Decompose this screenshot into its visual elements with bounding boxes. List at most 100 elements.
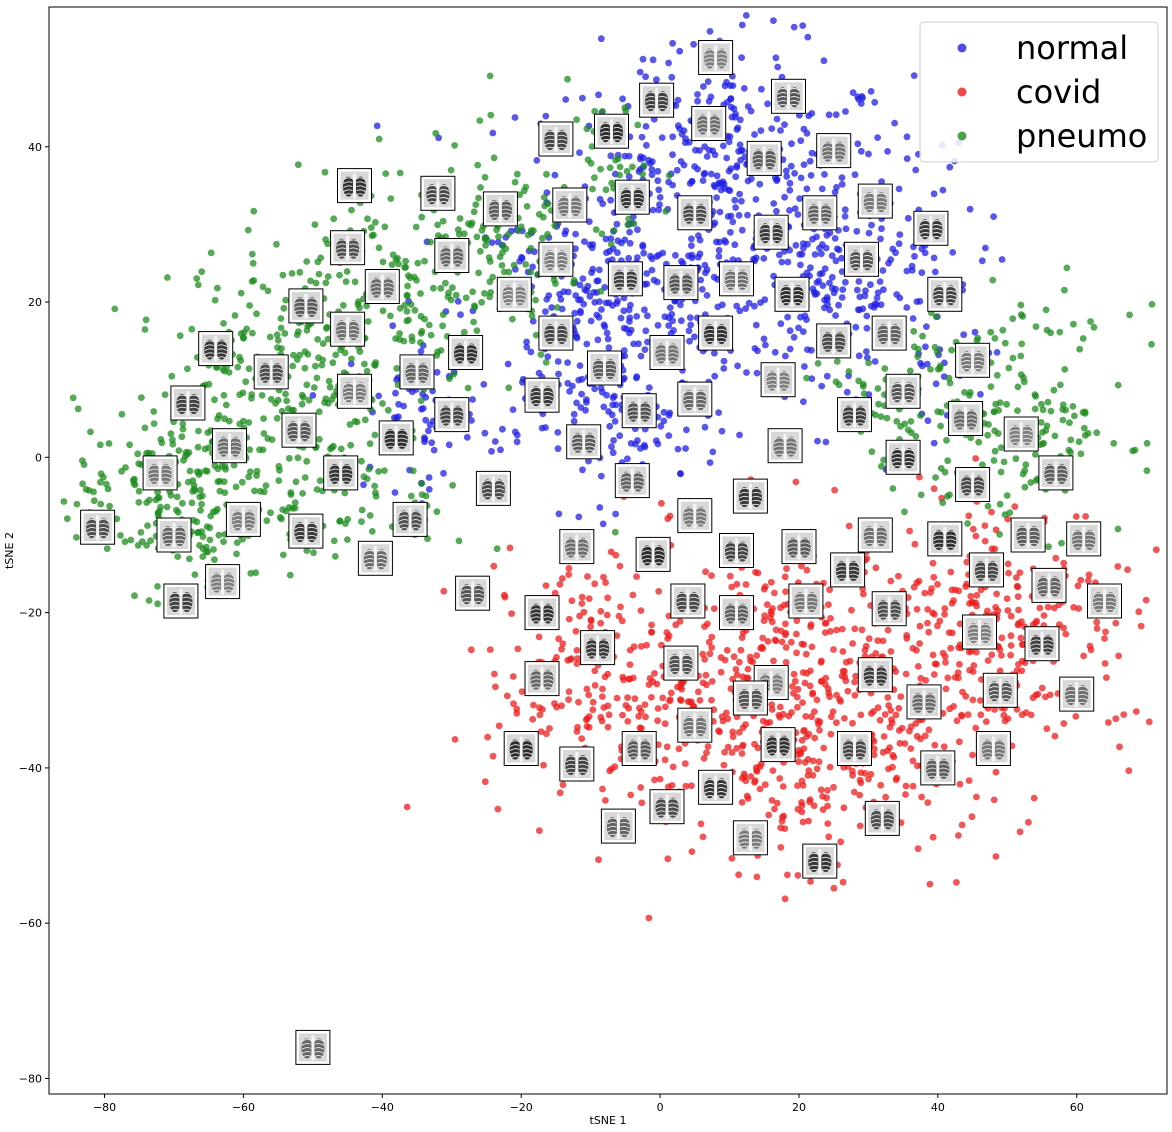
point-pneumo xyxy=(193,275,201,282)
point-normal xyxy=(648,266,656,274)
point-covid xyxy=(925,628,933,636)
point-covid xyxy=(799,669,807,676)
point-normal xyxy=(903,304,911,311)
point-normal xyxy=(433,368,441,376)
point-pneumo xyxy=(539,234,546,242)
xray-thumbnail xyxy=(392,501,428,537)
point-covid xyxy=(658,641,665,649)
point-covid xyxy=(1019,641,1026,649)
point-pneumo xyxy=(303,258,311,265)
point-pneumo xyxy=(881,365,889,372)
point-pneumo xyxy=(934,408,942,415)
point-pneumo xyxy=(285,454,293,462)
point-normal xyxy=(982,244,989,252)
point-normal xyxy=(946,163,954,171)
point-normal xyxy=(715,238,723,246)
point-covid xyxy=(825,601,832,608)
point-covid xyxy=(710,605,718,612)
point-pneumo xyxy=(425,321,433,329)
point-pneumo xyxy=(364,318,372,325)
point-covid xyxy=(708,633,716,641)
point-covid xyxy=(811,734,819,742)
point-pneumo xyxy=(407,301,415,308)
point-normal xyxy=(863,312,871,320)
point-normal xyxy=(800,161,808,169)
xray-thumbnail xyxy=(698,769,734,805)
y-tick-label: 20 xyxy=(28,296,42,309)
point-normal xyxy=(716,180,723,188)
point-pneumo xyxy=(597,165,604,173)
point-pneumo xyxy=(283,397,291,405)
point-covid xyxy=(743,792,751,800)
point-covid xyxy=(810,802,818,810)
point-normal xyxy=(725,186,732,194)
point-pneumo xyxy=(413,276,420,284)
point-normal xyxy=(821,171,828,178)
point-pneumo xyxy=(912,433,920,440)
point-covid xyxy=(529,715,537,723)
point-covid xyxy=(803,733,811,740)
point-normal xyxy=(612,510,619,518)
point-covid xyxy=(1084,577,1092,585)
point-pneumo xyxy=(111,305,119,313)
point-covid xyxy=(696,697,704,704)
point-pneumo xyxy=(267,509,274,517)
point-normal xyxy=(831,235,839,242)
point-pneumo xyxy=(387,312,394,320)
point-pneumo xyxy=(551,222,559,230)
point-covid xyxy=(801,679,809,687)
point-covid xyxy=(651,776,658,784)
xray-thumbnail xyxy=(524,377,560,413)
point-pneumo xyxy=(407,492,415,500)
point-covid xyxy=(953,879,960,886)
point-normal xyxy=(730,105,738,113)
point-pneumo xyxy=(522,261,530,268)
point-normal xyxy=(491,438,499,445)
point-covid xyxy=(948,629,956,637)
point-normal xyxy=(669,151,676,159)
point-pneumo xyxy=(253,472,260,479)
point-covid xyxy=(790,670,798,678)
point-covid xyxy=(798,736,806,744)
point-covid xyxy=(589,706,597,714)
point-covid xyxy=(856,791,864,799)
point-normal xyxy=(648,171,656,179)
point-pneumo xyxy=(230,461,238,469)
point-covid xyxy=(759,634,767,642)
point-covid xyxy=(753,873,761,881)
point-pneumo xyxy=(1131,446,1139,454)
point-normal xyxy=(564,379,572,387)
point-normal xyxy=(867,302,875,310)
point-normal xyxy=(949,249,957,256)
point-normal xyxy=(573,317,581,325)
point-normal xyxy=(691,163,698,170)
point-covid xyxy=(1007,651,1014,659)
point-normal xyxy=(309,392,317,399)
point-pneumo xyxy=(490,154,498,162)
point-normal xyxy=(678,317,685,325)
point-covid xyxy=(914,845,922,853)
point-covid xyxy=(665,632,673,640)
point-pneumo xyxy=(444,293,452,301)
point-normal xyxy=(715,253,723,260)
point-covid xyxy=(641,701,649,708)
point-normal xyxy=(643,141,650,149)
point-pneumo xyxy=(351,278,359,286)
point-normal xyxy=(791,170,798,177)
point-normal xyxy=(555,510,563,518)
xray-thumbnail xyxy=(295,1029,331,1065)
point-covid xyxy=(817,659,825,666)
point-normal xyxy=(895,240,903,248)
point-covid xyxy=(837,838,845,846)
point-normal xyxy=(773,207,780,215)
point-normal xyxy=(617,314,625,322)
point-pneumo xyxy=(570,276,578,284)
point-covid xyxy=(643,641,650,649)
point-normal xyxy=(716,208,724,216)
point-normal xyxy=(738,226,746,234)
point-pneumo xyxy=(194,443,202,451)
xray-thumbnail xyxy=(156,517,192,553)
point-covid xyxy=(702,568,709,576)
point-normal xyxy=(564,288,572,296)
point-covid xyxy=(777,844,785,851)
